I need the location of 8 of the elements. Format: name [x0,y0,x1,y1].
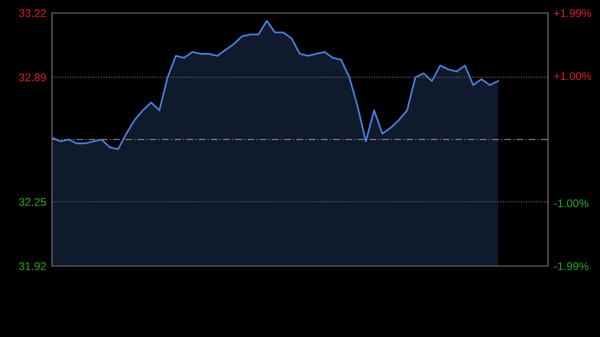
y2-tick-label: -1.00% [554,199,588,208]
y2-tick-label: +1.00% [554,72,592,80]
y-tick-label: 32.25 [19,198,46,206]
y-tick-label: 31.92 [19,262,46,270]
y-tick-label: 33.22 [19,9,46,18]
y2-tick-label: +1.99% [554,9,592,18]
y2-tick-label: -1.99% [554,262,588,270]
y-tick-label: 32.89 [19,73,46,82]
